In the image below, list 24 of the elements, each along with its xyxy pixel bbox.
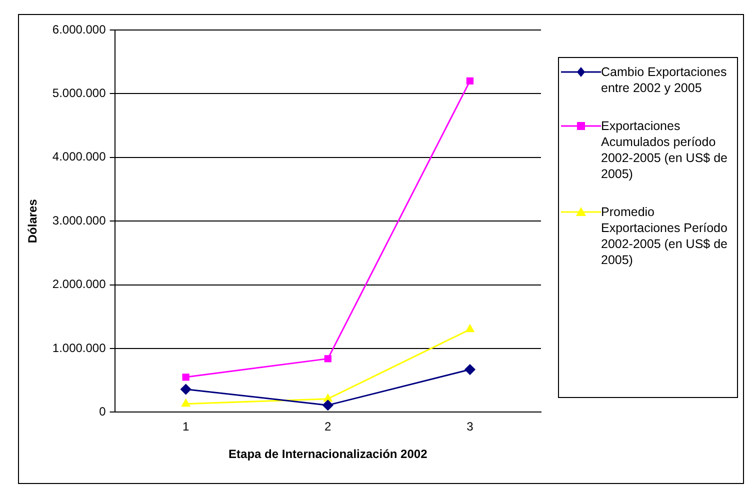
y-tick-label: 1.000.000 (52, 340, 106, 355)
point (182, 374, 190, 381)
point (180, 384, 192, 395)
point (322, 400, 334, 410)
y-tick-label: 3.000.000 (52, 213, 106, 228)
x-tick-label: 1 (182, 420, 190, 434)
x-axis-title: Etapa de Internacionalización 2002 (228, 447, 428, 462)
y-tick-label: 2.000.000 (52, 277, 106, 292)
point (324, 355, 332, 362)
x-tick-label: 2 (324, 420, 332, 434)
point (324, 394, 332, 402)
y-tick-label: 6.000.000 (52, 22, 106, 36)
legend-label: Exportaciones Acumulados período 2002-2005 (en US$ de 2005) (601, 118, 728, 182)
point (466, 324, 474, 332)
y-tick-label: 4.000.000 (52, 150, 106, 164)
legend-label: Cambio Exportaciones entre 2002 y 2005 (601, 64, 728, 96)
y-axis-title: Dólares (26, 198, 40, 244)
point (466, 77, 474, 85)
point (182, 399, 190, 407)
y-tick-label: 0 (99, 404, 106, 419)
y-tick-label: 5.000.000 (52, 86, 106, 100)
point (464, 364, 476, 375)
x-tick-label: 3 (466, 420, 474, 434)
legend-label: Promedio Exportaciones Período 2002-2005 (en US$ de 2005) (601, 204, 728, 268)
